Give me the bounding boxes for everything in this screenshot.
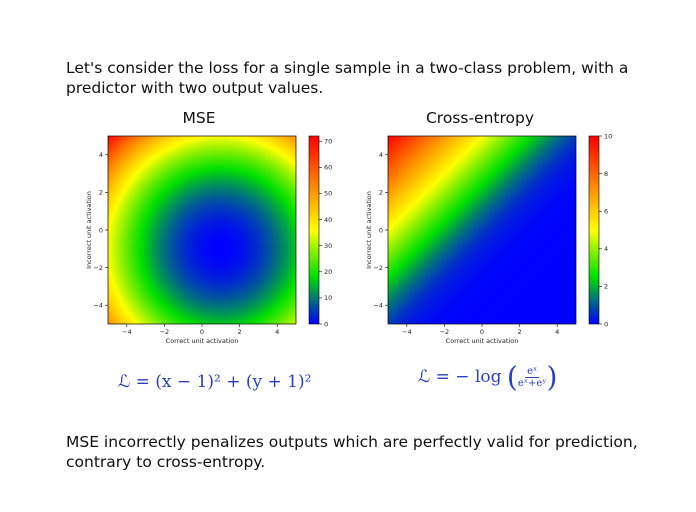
ce-x-tick-label: −4 — [402, 328, 412, 336]
mse-heatmap — [108, 136, 296, 324]
mse-formula: ℒ = (x − 1)² + (y + 1)² — [118, 372, 312, 392]
ce-denominator: eˣ+eʸ — [517, 378, 547, 389]
mse-colorbar-tick-label: 30 — [324, 242, 332, 250]
mse-colorbar-tick-label: 70 — [324, 138, 332, 146]
close-paren-glyph: ) — [546, 360, 558, 394]
ce-colorbar-tick-label: 0 — [604, 320, 608, 328]
ce-colorbar-tick-label: 8 — [604, 170, 608, 178]
mse-colorbar-tick-label: 10 — [324, 294, 332, 302]
intro-text: Let's consider the loss for a single sam… — [66, 59, 629, 97]
ce-heatmap — [388, 136, 576, 324]
mse-plot-frame — [107, 135, 297, 325]
mse-x-tick-label: 2 — [238, 328, 242, 336]
mse-y-axis-label: Incorrect unit activation — [85, 191, 93, 269]
mse-x-tick-label: −2 — [160, 328, 170, 336]
ce-y-tick-label: 2 — [379, 189, 383, 197]
ce-colorbar — [589, 136, 599, 324]
mse-y-tick-label: −4 — [93, 302, 103, 310]
ce-x-tick-label: 0 — [480, 328, 484, 336]
mse-y-tick-label: 4 — [99, 151, 103, 159]
mse-colorbar-tick-label: 0 — [324, 320, 328, 328]
ce-x-tick-label: 2 — [518, 328, 522, 336]
mse-x-tick-label: 0 — [200, 328, 204, 336]
ce-plot-title: Cross-entropy — [425, 109, 535, 127]
ce-y-tick-label: −4 — [373, 302, 383, 310]
conclusion-text: MSE incorrectly penalizes outputs which … — [66, 433, 638, 471]
mse-x-tick-label: 4 — [275, 328, 279, 336]
ce-y-tick-label: −2 — [373, 264, 383, 272]
mse-y-tick-label: −2 — [93, 264, 103, 272]
mse-x-axis-label: Correct unit activation — [166, 337, 239, 345]
ce-plot-frame — [387, 135, 577, 325]
ce-formula-lhs: ℒ = − log — [418, 367, 502, 387]
ce-colorbar-tick-label: 2 — [604, 283, 608, 291]
mse-colorbar-tick-label: 60 — [324, 164, 332, 172]
mse-x-tick-label: −4 — [122, 328, 132, 336]
mse-colorbar-frame — [308, 135, 320, 325]
ce-colorbar-frame — [588, 135, 600, 325]
mse-colorbar-tick-label: 20 — [324, 268, 332, 276]
ce-colorbar-tick-label: 4 — [604, 245, 608, 253]
ce-fraction: eˣ eˣ+eʸ — [518, 366, 547, 389]
ce-colorbar-tick-label: 6 — [604, 208, 608, 216]
ce-numerator: eˣ — [525, 366, 540, 378]
mse-colorbar-tick-label: 50 — [324, 190, 332, 198]
ce-y-tick-label: 4 — [379, 151, 383, 159]
mse-colorbar-tick-label: 40 — [324, 216, 332, 224]
open-paren-glyph: ( — [506, 360, 518, 394]
ce-y-axis-label: Incorrect unit activation — [365, 191, 373, 269]
mse-colorbar — [309, 136, 319, 324]
ce-x-tick-label: 4 — [555, 328, 559, 336]
ce-x-tick-label: −2 — [440, 328, 450, 336]
ce-y-tick-label: 0 — [379, 226, 383, 234]
ce-formula: ℒ = − log (eˣ eˣ+eʸ) — [418, 363, 557, 391]
mse-y-tick-label: 2 — [99, 189, 103, 197]
ce-colorbar-tick-label: 10 — [604, 132, 612, 140]
mse-plot-title: MSE — [182, 109, 216, 127]
mse-y-tick-label: 0 — [99, 226, 103, 234]
ce-x-axis-label: Correct unit activation — [446, 337, 519, 345]
